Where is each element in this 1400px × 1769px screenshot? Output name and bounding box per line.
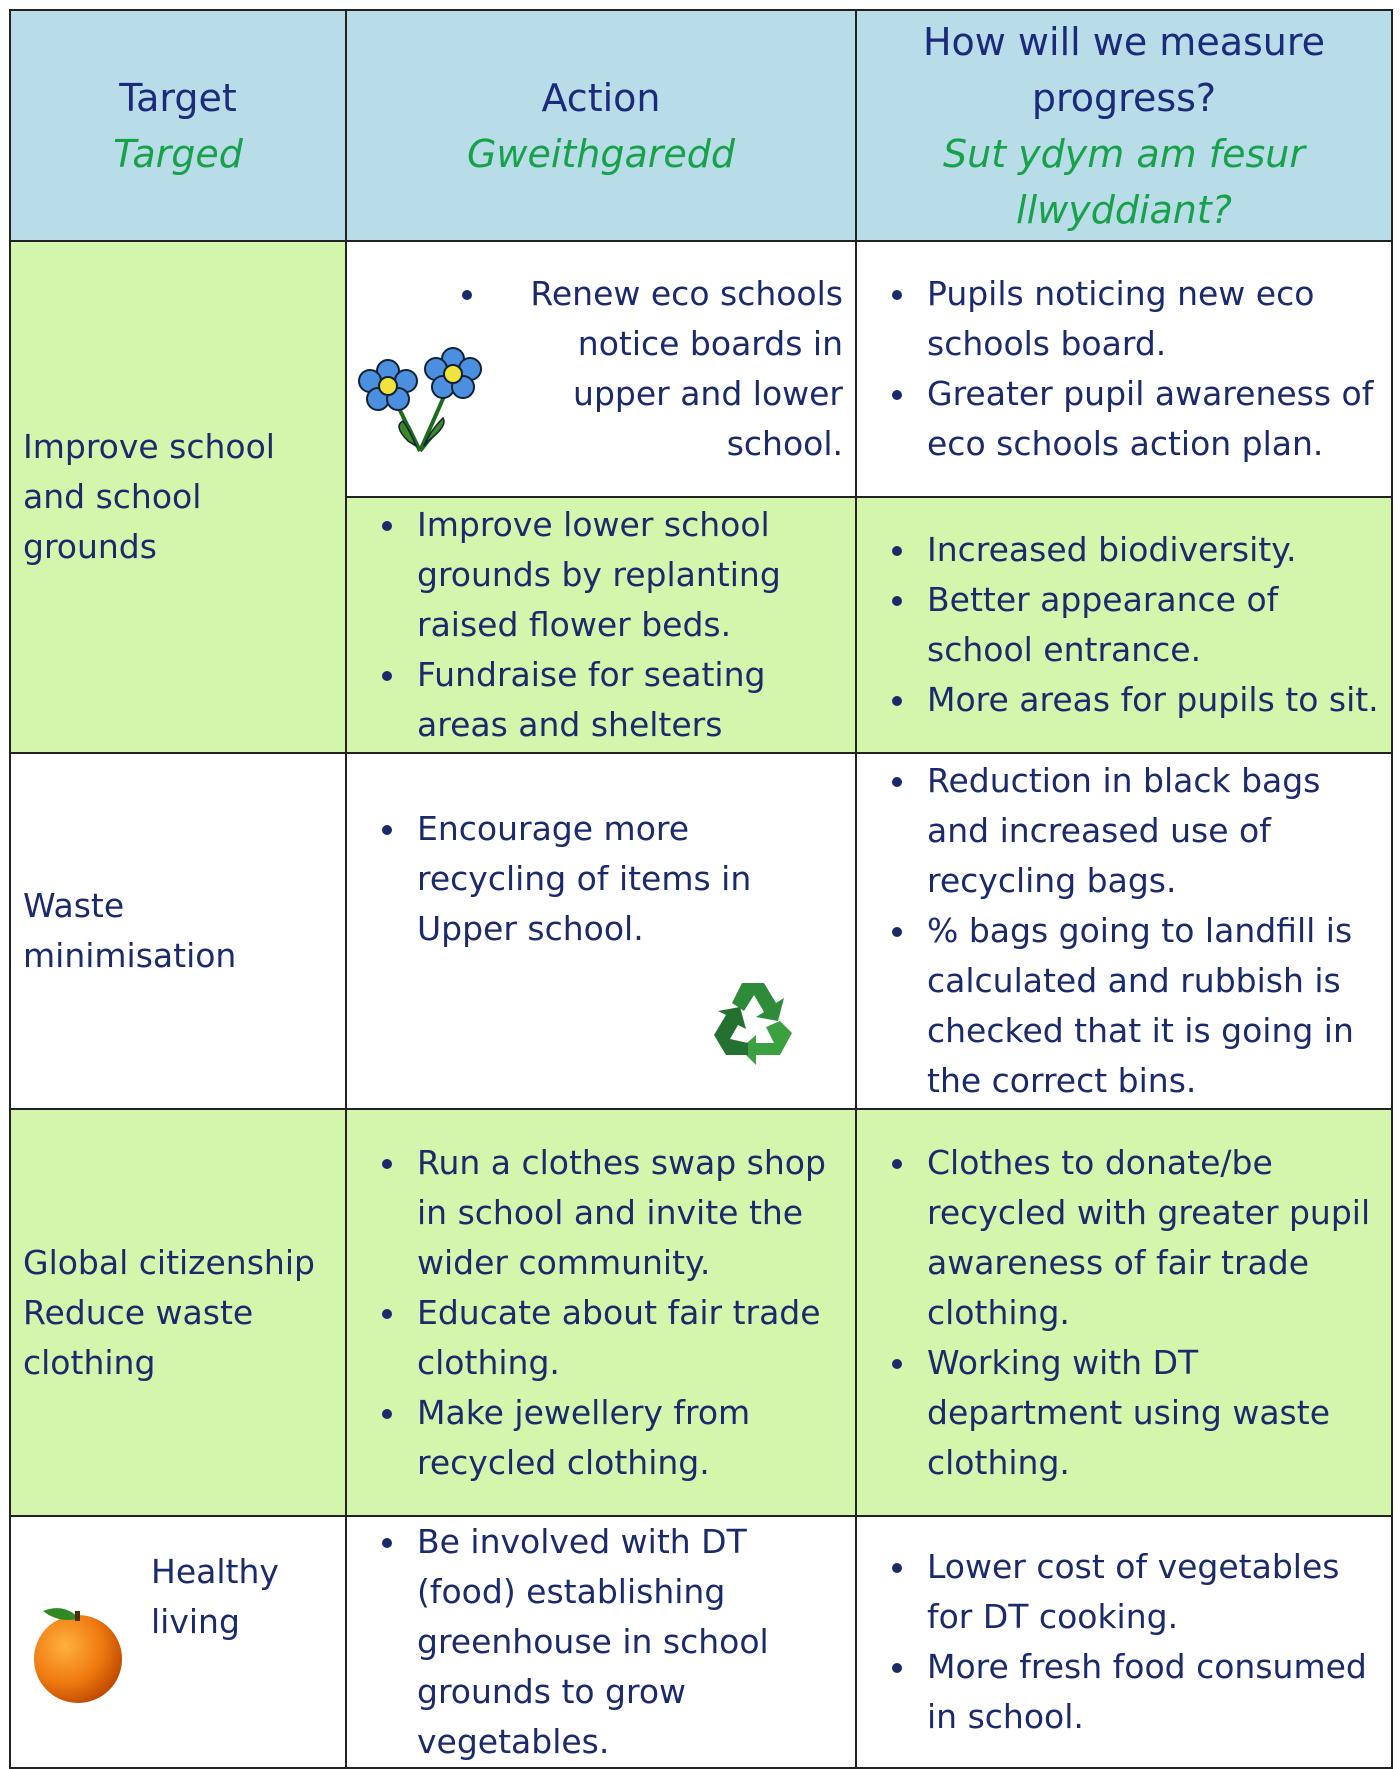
action-cell: Be involved with DT (food) establishing … [345, 1515, 857, 1769]
table-body: Improve school and school grounds Renew e… [9, 240, 1393, 1769]
table-row: Healthy living Be involved with DT (food)… [9, 1515, 1393, 1769]
bullet-item: Educate about fair trade clothing. [409, 1288, 843, 1388]
action-cell: Improve lower school grounds by replanti… [345, 496, 857, 754]
bullet-list: Clothes to donate/be recycled with great… [869, 1138, 1379, 1488]
measure-cell: Pupils noticing new eco schools board.Gr… [855, 240, 1393, 498]
measure-cell: Increased biodiversity.Better appearance… [855, 496, 1393, 754]
bullet-item: More areas for pupils to sit. [919, 675, 1379, 725]
measure-cell: Clothes to donate/be recycled with great… [855, 1108, 1393, 1517]
action-cell: Encourage more recycling of items in Upp… [345, 752, 857, 1110]
recycle-icon [714, 983, 792, 1065]
header-text: Action [541, 75, 661, 120]
target-text: Global citizenship [23, 1242, 315, 1282]
table-row: Waste minimisation Encourage more recycli… [9, 752, 1393, 1110]
table-row: Global citizenship Reduce waste clothing R… [9, 1108, 1393, 1517]
bullet-item: Renew eco schools notice boards in upper… [489, 269, 843, 469]
header-row: Target Targed Action Gweithgaredd How will… [9, 9, 1393, 242]
table-row: Improve school and school grounds Renew e… [9, 240, 1393, 754]
bullet-item: Reduction in black bags and increased us… [919, 756, 1379, 906]
bullet-item: Run a clothes swap shop in school and in… [409, 1138, 843, 1288]
bullet-list: Pupils noticing new eco schools board.Gr… [869, 269, 1379, 469]
bullet-item: % bags going to landfill is calculated a… [919, 906, 1379, 1106]
bullet-item: Increased biodiversity. [919, 525, 1379, 575]
bullet-list: Run a clothes swap shop in school and in… [359, 1138, 843, 1488]
bullet-list: Improve lower school grounds by replanti… [359, 500, 843, 750]
header-text: How will we measure progress? [922, 19, 1326, 120]
bullet-list: Be involved with DT (food) establishing … [359, 1517, 843, 1767]
bullet-item: Clothes to donate/be recycled with great… [919, 1138, 1379, 1338]
target-text: Waste minimisation [23, 886, 237, 975]
target-cell: Improve school and school grounds [9, 240, 347, 754]
header-cell: Target Targed [9, 9, 347, 242]
target-text: Improve school and school grounds [23, 427, 275, 566]
target-cell: Waste minimisation [9, 752, 347, 1110]
bullet-list: Lower cost of vegetables for DT cooking.… [869, 1542, 1379, 1742]
target-text: Reduce waste clothing [23, 1292, 254, 1382]
action-cell: Run a clothes swap shop in school and in… [345, 1108, 857, 1517]
table-row: Improve lower school grounds by replanti… [10, 496, 1393, 754]
flower-icon [358, 347, 482, 453]
bullet-item: Better appearance of school entrance. [919, 575, 1379, 675]
bullet-item: Lower cost of vegetables for DT cooking. [919, 1542, 1379, 1642]
bullet-item: Greater pupil awareness of eco schools a… [919, 369, 1379, 469]
bullet-item: Fundraise for seating areas and shelters [409, 650, 843, 750]
bullet-item: Pupils noticing new eco schools board. [919, 269, 1379, 369]
bullet-item: Working with DT department using waste c… [919, 1338, 1379, 1488]
measure-cell: Lower cost of vegetables for DT cooking.… [855, 1515, 1393, 1769]
target-cell: Global citizenship Reduce waste clothing [9, 1108, 347, 1517]
header-welsh: Targed [113, 131, 243, 176]
header-text: Target [119, 75, 237, 120]
bullet-item: More fresh food consumed in school. [919, 1642, 1379, 1742]
bullet-list: Reduction in black bags and increased us… [869, 756, 1379, 1106]
orange-icon [34, 1608, 122, 1703]
bullet-item: Be involved with DT (food) establishing … [409, 1517, 843, 1767]
target-text: Healthy living [151, 1552, 279, 1641]
bullet-list: Renew eco schools notice boards in upper… [359, 269, 843, 469]
header-cell: Action Gweithgaredd [345, 9, 857, 242]
bullet-item: Encourage more recycling of items in Upp… [409, 804, 843, 954]
bullet-item: Improve lower school grounds by replanti… [409, 500, 843, 650]
bullet-list: Encourage more recycling of items in Upp… [359, 804, 843, 954]
measure-cell: Reduction in black bags and increased us… [855, 752, 1393, 1110]
bullet-list: Increased biodiversity.Better appearance… [869, 525, 1379, 725]
bullet-item: Make jewellery from recycled clothing. [409, 1388, 843, 1488]
eco-plan-table: Target Targed Action Gweithgaredd How will… [9, 9, 1393, 1769]
header-welsh: Sut ydym am fesur llwyddiant? [942, 131, 1306, 232]
action-cell: Renew eco schools notice boards in upper… [345, 240, 857, 498]
header-cell: How will we measure progress? Sut ydym am… [855, 9, 1393, 242]
header-welsh: Gweithgaredd [466, 131, 736, 176]
